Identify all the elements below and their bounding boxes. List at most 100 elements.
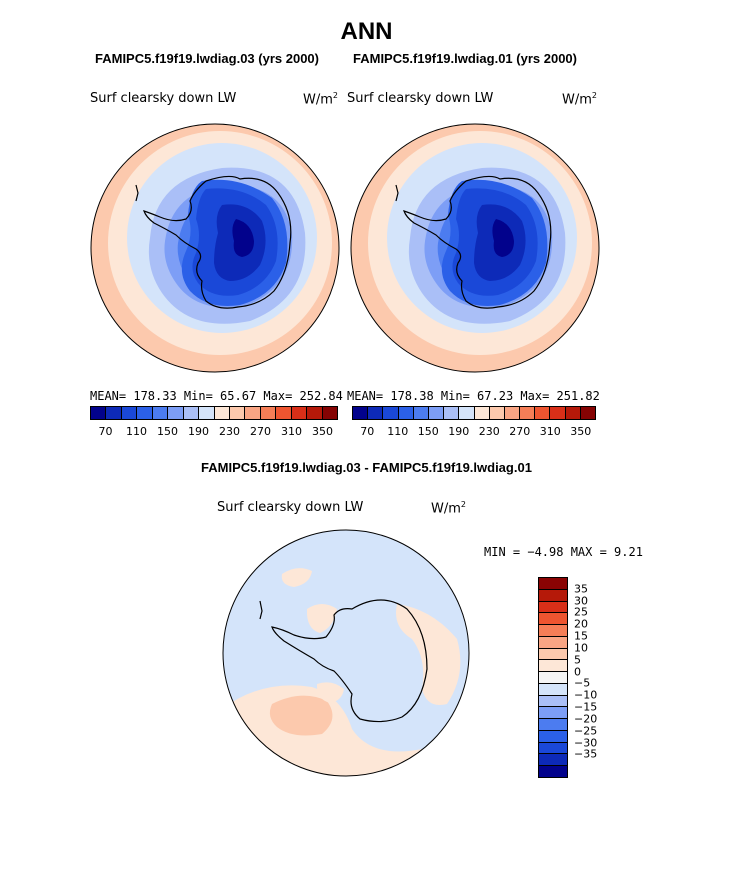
colorbar-tick-label: 10 bbox=[574, 641, 588, 655]
colorbar-tick-label: 270 bbox=[250, 425, 271, 438]
colorbar-swatch bbox=[291, 407, 308, 419]
colorbar-tick-label: 70 bbox=[98, 425, 113, 438]
colorbar-swatch bbox=[539, 636, 567, 649]
colorbar-swatch bbox=[229, 407, 246, 419]
colorbar-swatch bbox=[459, 407, 475, 419]
polar-map-left bbox=[90, 123, 340, 373]
colorbar-swatch bbox=[520, 407, 536, 419]
colorbar-swatch bbox=[539, 601, 567, 614]
colorbar-tick-label: −15 bbox=[574, 700, 598, 714]
colorbar-swatch bbox=[307, 407, 323, 419]
colorbar-swatch bbox=[260, 407, 277, 419]
colorbar-right bbox=[352, 406, 596, 420]
colorbar-swatch bbox=[152, 407, 169, 419]
colorbar-swatch bbox=[322, 407, 337, 419]
colorbar-tick-label: −10 bbox=[574, 688, 598, 702]
colorbar-tick-label: 190 bbox=[448, 425, 470, 438]
diff-minmax: MIN = −4.98 MAX = 9.21 bbox=[484, 545, 643, 559]
colorbar-tick-label: 150 bbox=[157, 425, 178, 438]
colorbar-swatch bbox=[137, 407, 153, 419]
units-label-right: W/m2 bbox=[562, 91, 597, 108]
colorbar-swatch bbox=[539, 742, 567, 755]
colorbar-difference bbox=[538, 577, 568, 778]
colorbar-swatch bbox=[539, 613, 567, 626]
colorbar-swatch bbox=[539, 672, 567, 684]
colorbar-tick-label: 35 bbox=[574, 582, 588, 596]
colorbar-tick-label: 230 bbox=[219, 425, 240, 438]
colorbar-tick-label: −20 bbox=[574, 712, 598, 726]
colorbar-swatch bbox=[539, 754, 567, 767]
difference-title: FAMIPC5.f19f19.lwdiag.03 - FAMIPC5.f19f1… bbox=[201, 460, 532, 475]
colorbar-swatch bbox=[474, 407, 490, 419]
colorbar-tick-label: −30 bbox=[574, 736, 598, 750]
colorbar-left bbox=[90, 406, 338, 420]
colorbar-swatch bbox=[368, 407, 384, 419]
colorbar-swatch bbox=[539, 625, 567, 637]
colorbar-swatch bbox=[383, 407, 399, 419]
colorbar-swatch bbox=[565, 407, 581, 419]
colorbar-swatch bbox=[539, 730, 567, 743]
colorbar-swatch bbox=[199, 407, 215, 419]
colorbar-swatch bbox=[539, 766, 567, 778]
colorbar-tick-label: 20 bbox=[574, 617, 588, 631]
units-label-diff: W/m2 bbox=[431, 500, 466, 517]
colorbar-swatch bbox=[539, 707, 567, 720]
colorbar-swatch bbox=[535, 407, 551, 419]
colorbar-tick-label: 350 bbox=[312, 425, 333, 438]
colorbar-tick-label: 310 bbox=[539, 425, 561, 438]
variable-label-right: Surf clearsky down LW bbox=[347, 91, 494, 106]
colorbar-tick-label: 270 bbox=[509, 425, 531, 438]
colorbar-swatch bbox=[428, 407, 445, 419]
colorbar-tick-label: 230 bbox=[478, 425, 500, 438]
colorbar-tick-label: −5 bbox=[574, 676, 591, 690]
colorbar-swatch bbox=[550, 407, 566, 419]
colorbar-tick-label: 110 bbox=[387, 425, 409, 438]
colorbar-tick-label: 150 bbox=[417, 425, 439, 438]
colorbar-tick-label: 70 bbox=[360, 425, 375, 438]
colorbar-swatch bbox=[539, 683, 567, 696]
colorbar-swatch bbox=[214, 407, 230, 419]
colorbar-swatch bbox=[245, 407, 261, 419]
colorbar-swatch bbox=[489, 407, 505, 419]
colorbar-swatch bbox=[444, 407, 460, 419]
colorbar-swatch bbox=[183, 407, 200, 419]
colorbar-tick-label: 25 bbox=[574, 605, 588, 619]
stats-left: MEAN= 178.33 Min= 65.67 Max= 252.84 bbox=[90, 389, 343, 403]
colorbar-swatch bbox=[106, 407, 122, 419]
colorbar-labels-difference: 35 30 25 20 15 10 5 0 −5 −10 −15 −20 −25 −30 −35 bbox=[574, 577, 624, 778]
units-label-left: W/m2 bbox=[303, 91, 338, 108]
colorbar-swatch bbox=[539, 578, 567, 590]
colorbar-labels-left: 70 110 150 190 230 270 310 350 bbox=[90, 425, 338, 439]
colorbar-swatch bbox=[539, 589, 567, 602]
colorbar-swatch bbox=[353, 407, 369, 419]
colorbar-swatch bbox=[539, 648, 567, 661]
colorbar-tick-label: 110 bbox=[126, 425, 147, 438]
colorbar-tick-label: 30 bbox=[574, 594, 588, 608]
colorbar-tick-label: 5 bbox=[574, 653, 581, 667]
colorbar-swatch bbox=[413, 407, 429, 419]
colorbar-tick-label: −25 bbox=[574, 724, 598, 738]
variable-label-diff: Surf clearsky down LW bbox=[217, 500, 364, 515]
colorbar-tick-label: 350 bbox=[570, 425, 592, 438]
colorbar-swatch bbox=[504, 407, 521, 419]
polar-map-right bbox=[350, 123, 600, 373]
colorbar-tick-label: 15 bbox=[574, 629, 588, 643]
colorbar-tick-label: 190 bbox=[188, 425, 209, 438]
variable-label-left: Surf clearsky down LW bbox=[90, 91, 237, 106]
case-title-left: FAMIPC5.f19f19.lwdiag.03 (yrs 2000) bbox=[95, 51, 319, 66]
colorbar-swatch bbox=[168, 407, 184, 419]
colorbar-tick-label: 310 bbox=[281, 425, 302, 438]
colorbar-swatch bbox=[539, 719, 567, 731]
colorbar-tick-label: −35 bbox=[574, 747, 598, 761]
colorbar-tick-label: 0 bbox=[574, 665, 581, 679]
colorbar-swatch bbox=[539, 660, 567, 673]
stats-right: MEAN= 178.38 Min= 67.23 Max= 251.82 bbox=[347, 389, 600, 403]
colorbar-swatch bbox=[539, 695, 567, 708]
colorbar-swatch bbox=[121, 407, 138, 419]
colorbar-swatch bbox=[276, 407, 292, 419]
case-title-right: FAMIPC5.f19f19.lwdiag.01 (yrs 2000) bbox=[353, 51, 577, 66]
colorbar-swatch bbox=[91, 407, 107, 419]
colorbar-swatch bbox=[580, 407, 595, 419]
page-title: ANN bbox=[340, 18, 393, 45]
colorbar-swatch bbox=[398, 407, 414, 419]
